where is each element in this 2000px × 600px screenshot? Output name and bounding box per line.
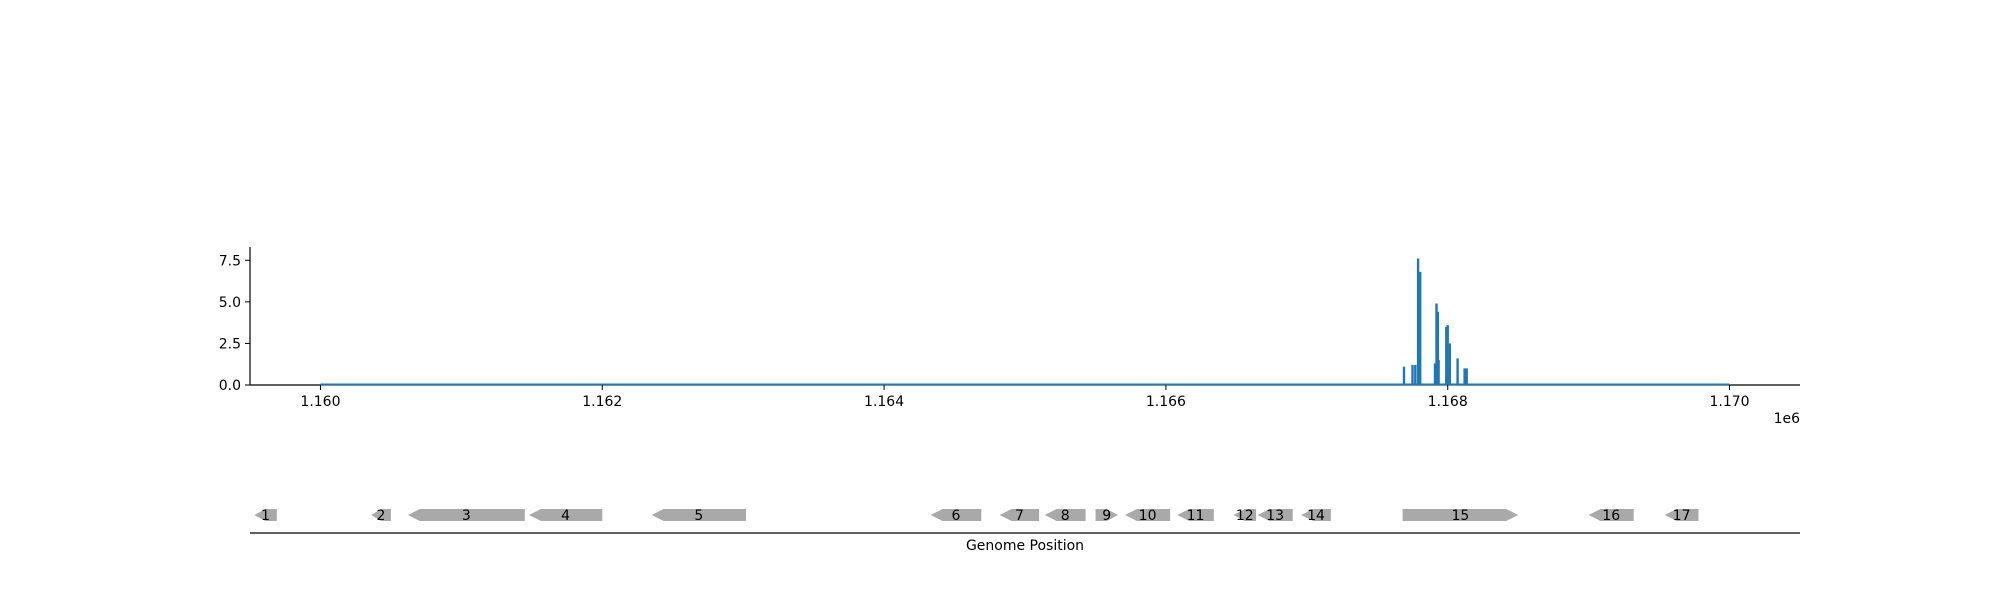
gene-arrow [529,509,603,521]
gene-label: 2 [377,508,386,524]
gene-arrow [371,509,391,521]
gene-label: 5 [694,508,703,524]
gene-label: 13 [1266,508,1284,524]
coverage-bar [1414,365,1417,385]
gene-arrow [1177,509,1214,521]
gene-arrows: 1 2 3 4 5 6 7 8 9 10 11 12 13 14 15 16 17 [254,508,1699,524]
gene-label: 16 [1602,508,1620,524]
coverage-bar [1465,368,1468,385]
y-tick-label: 5.0 [219,295,241,311]
coverage-bar [1402,366,1406,385]
gene-label: 1 [261,508,270,524]
gene-track: 1 2 3 4 5 6 7 8 9 10 11 12 13 14 15 16 17 Genome Positio… [250,508,1800,554]
gene-label: 9 [1102,508,1111,524]
gene-arrow [1664,509,1699,521]
gene-label: 7 [1015,508,1024,524]
x-axis-ticks: 1.160 1.162 1.164 1.166 1.168 1.170 [300,385,1750,410]
gene-label: 11 [1187,508,1205,524]
gene-arrow [1301,509,1331,521]
y-tick-label: 7.5 [219,253,241,269]
x-offset-label: 1e6 [1774,411,1801,427]
coverage-bar [1433,363,1437,385]
coverage-panel: 0.02.55.07.5 1.160 1.162 1.164 1.166 1.168 1.… [219,247,1800,427]
coverage-bar [1448,343,1451,385]
coverage-bar [1419,271,1422,385]
coverage-bar [1445,326,1448,385]
coverage-bar [1416,258,1420,385]
gene-arrow [254,509,277,521]
gene-label: 6 [952,508,961,524]
gene-label: 17 [1673,508,1691,524]
y-tick-label: 0.0 [219,378,241,394]
coverage-bar [1446,325,1449,385]
x-axis-title: Genome Position [966,538,1084,554]
x-tick-label: 1.164 [864,394,904,410]
coverage-bar [1437,360,1440,385]
x-tick-label: 1.162 [582,394,622,410]
coverage-bars [1402,258,1468,385]
gene-arrow [1233,509,1257,521]
gene-arrow [407,509,525,521]
x-tick-label: 1.168 [1428,394,1468,410]
gene-arrow [1044,509,1086,521]
gene-label: 15 [1451,508,1469,524]
gene-arrow [999,509,1040,521]
gene-arrow [1588,509,1634,521]
coverage-bar [1456,358,1459,385]
gene-arrow [651,509,746,521]
coverage-bar [1411,365,1414,385]
x-tick-label: 1.166 [1146,394,1186,410]
gene-arrow [1095,509,1118,521]
gene-label: 8 [1061,508,1070,524]
gene-arrow [930,509,982,521]
gene-label: 3 [462,508,471,524]
gene-arrow [1125,509,1171,521]
gene-label: 14 [1307,508,1325,524]
gene-label: 4 [561,508,570,524]
gene-arrow [1257,509,1293,521]
x-tick-label: 1.170 [1709,394,1749,410]
x-tick-label: 1.160 [300,394,340,410]
y-axis-ticks: 0.0 2.5 5.0 7.5 [219,253,250,394]
y-tick-label: 2.5 [219,336,241,352]
coverage-bar [1463,368,1466,385]
coverage-bar [1436,311,1440,385]
gene-label: 12 [1236,508,1254,524]
gene-label: 10 [1139,508,1157,524]
coverage-bar [1435,303,1438,385]
gene-arrow [1402,509,1519,521]
